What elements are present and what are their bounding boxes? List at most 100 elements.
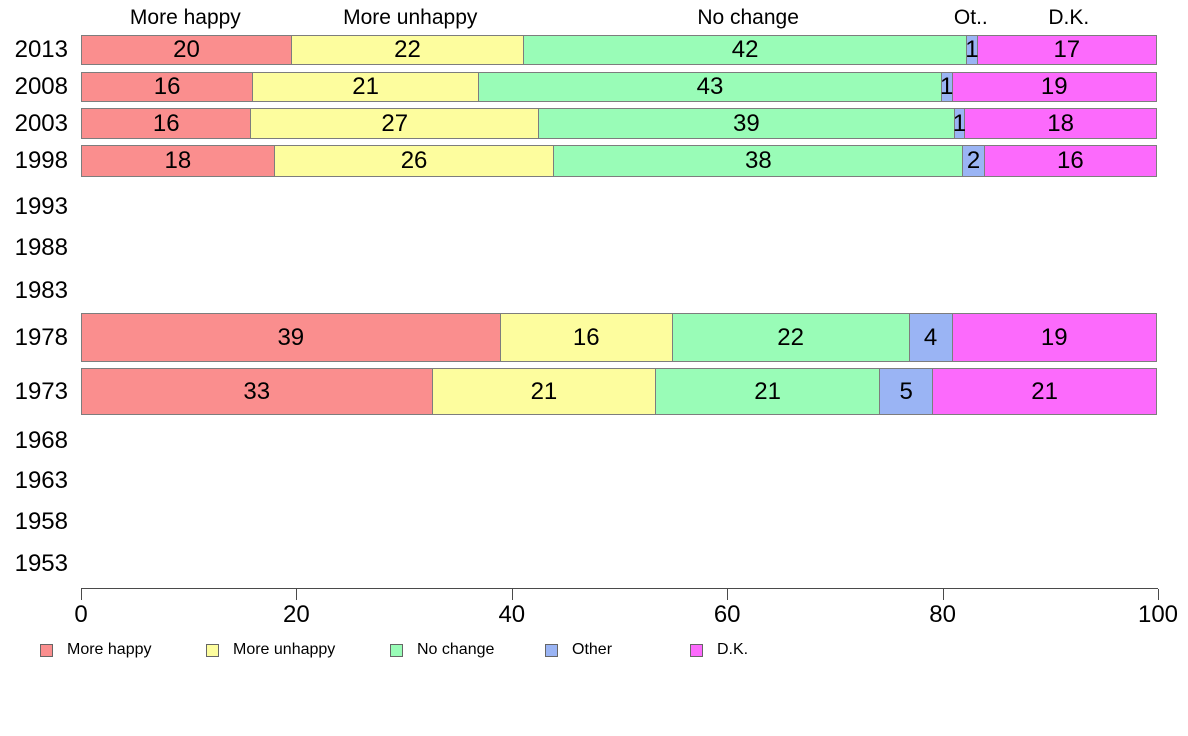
column-header: No change xyxy=(697,6,799,29)
bar-segment-d-k[interactable]: 17 xyxy=(977,35,1157,65)
bar-value-label: 1 xyxy=(965,36,979,63)
legend-item-more-happy[interactable]: More happy xyxy=(40,641,152,659)
bar-segment-no-change[interactable]: 42 xyxy=(524,35,968,65)
bar-segment-d-k[interactable]: 21 xyxy=(933,368,1157,415)
bar-segment-other[interactable]: 5 xyxy=(880,368,934,415)
chart-row: 1953 xyxy=(0,543,1188,584)
x-axis: 0 20 40 60 80 100 xyxy=(74,588,1178,629)
legend-color-swatch xyxy=(40,643,53,657)
bar-segment-other[interactable]: 1 xyxy=(953,108,966,139)
legend-item-more-unhappy[interactable]: More unhappy xyxy=(206,641,335,659)
bar-segment-d-k[interactable]: 18 xyxy=(965,108,1157,139)
column-header: More happy xyxy=(129,6,241,29)
bar-segment-d-k[interactable]: 16 xyxy=(984,145,1157,177)
legend-item-no-change[interactable]: No change xyxy=(390,641,494,659)
axis-tick-label: 60 xyxy=(713,601,741,628)
bar-value-label: 18 xyxy=(1047,109,1074,137)
bar-value-label: 43 xyxy=(696,73,724,100)
bar-value-label: 39 xyxy=(732,109,760,137)
legend-label: More unhappy xyxy=(233,641,336,658)
bar-value-label: 17 xyxy=(1053,36,1081,63)
bar: 16 27 39 1 18 xyxy=(81,108,1157,139)
bar-value-label: 19 xyxy=(1040,323,1068,351)
bar-segment-no-change[interactable]: 39 xyxy=(539,108,955,139)
bar-segment-no-change[interactable]: 21 xyxy=(656,368,880,415)
chart-row: 1983 xyxy=(0,269,1188,313)
bar-value-label: 26 xyxy=(400,147,428,174)
chart-row: 1958 xyxy=(0,501,1188,543)
bar-segment-other[interactable]: 4 xyxy=(909,313,953,362)
year-label: 1978 xyxy=(14,324,68,351)
axis-tick xyxy=(81,589,82,600)
bar-segment-other[interactable]: 1 xyxy=(940,72,953,102)
column-headers: More happy More unhappy No change Ot.. D.K. xyxy=(81,6,1157,32)
bar-segment-more-happy[interactable]: 16 xyxy=(81,108,252,139)
bar-value-label: 27 xyxy=(381,109,409,137)
axis-tick-label: 0 xyxy=(74,601,88,628)
bar-value-label: 38 xyxy=(745,147,772,174)
chart-row: 2013 20 22 42 1 17 xyxy=(0,35,1188,72)
bar-value-label: 21 xyxy=(1031,377,1058,405)
bar-segment-more-happy[interactable]: 16 xyxy=(81,72,254,102)
axis-tick xyxy=(942,589,944,600)
year-label: 1953 xyxy=(14,550,68,577)
bar: 39 16 22 4 19 xyxy=(81,313,1157,362)
chart-row: 2008 16 21 43 1 19 xyxy=(0,72,1188,108)
bar-segment-more-happy[interactable]: 20 xyxy=(81,35,292,65)
column-header: D.K. xyxy=(1048,6,1090,29)
legend-color-swatch xyxy=(545,643,558,657)
bar-segment-more-unhappy[interactable]: 21 xyxy=(432,368,657,415)
bar-value-label: 16 xyxy=(152,109,180,137)
bar-value-label: 19 xyxy=(1040,73,1068,100)
bar-segment-no-change[interactable]: 22 xyxy=(672,313,910,362)
chart-row: 1993 xyxy=(0,186,1188,227)
axis-tick-label: 20 xyxy=(283,601,310,628)
bar-segment-no-change[interactable]: 38 xyxy=(554,145,964,177)
bar-value-label: 22 xyxy=(777,323,804,351)
bar-segment-d-k[interactable]: 19 xyxy=(952,313,1157,362)
bar-segment-no-change[interactable]: 43 xyxy=(479,72,942,102)
bar-segment-more-happy[interactable]: 39 xyxy=(81,313,501,362)
bar-segment-more-unhappy[interactable]: 22 xyxy=(291,35,525,65)
bar-value-label: 18 xyxy=(164,147,192,174)
legend-item-other[interactable]: Other xyxy=(545,641,612,659)
bar-segment-more-happy[interactable]: 18 xyxy=(81,145,275,177)
bar-value-label: 21 xyxy=(530,377,558,405)
bar-value-label: 21 xyxy=(754,377,781,405)
legend-item-d-k[interactable]: D.K. xyxy=(690,641,748,659)
chart-row: 1963 xyxy=(0,461,1188,501)
legend: More happy More unhappy No change Other D.K. xyxy=(0,641,1188,663)
year-label: 1963 xyxy=(14,467,68,494)
chart-row: 1968 xyxy=(0,421,1188,461)
bar-segment-more-unhappy[interactable]: 21 xyxy=(253,72,480,102)
chart-row: 1973 33 21 21 5 21 xyxy=(0,368,1188,421)
bar-segment-more-unhappy[interactable]: 26 xyxy=(274,145,555,177)
legend-color-swatch xyxy=(690,643,703,657)
legend-label: More happy xyxy=(67,641,152,658)
column-header: Ot.. xyxy=(953,6,988,29)
year-label: 1993 xyxy=(14,193,68,220)
bar-value-label: 22 xyxy=(394,36,421,63)
legend-color-swatch xyxy=(390,643,403,657)
axis-tick-label: 100 xyxy=(1137,601,1179,628)
column-header: More unhappy xyxy=(343,6,478,29)
bar-value-label: 5 xyxy=(899,377,913,405)
bar-segment-more-unhappy[interactable]: 16 xyxy=(500,313,673,362)
bar-value-label: 20 xyxy=(173,36,200,63)
bar-segment-other[interactable]: 2 xyxy=(963,145,985,177)
bar-segment-d-k[interactable]: 19 xyxy=(952,72,1157,102)
bar-value-label: 16 xyxy=(1057,147,1084,174)
axis-tick-label: 80 xyxy=(929,601,956,628)
bar-segment-other[interactable]: 1 xyxy=(965,35,979,65)
year-label: 1983 xyxy=(14,277,68,304)
bar-segment-more-happy[interactable]: 33 xyxy=(81,368,433,415)
bar-segment-more-unhappy[interactable]: 27 xyxy=(251,108,540,139)
bar: 16 21 43 1 19 xyxy=(81,72,1157,102)
axis-tick xyxy=(296,589,298,600)
chart-row: 1998 18 26 38 2 16 xyxy=(0,145,1188,186)
year-label: 1973 xyxy=(14,378,68,405)
year-label: 2003 xyxy=(14,110,68,137)
bar: 18 26 38 2 16 xyxy=(81,145,1157,177)
chart-row: 1988 xyxy=(0,227,1188,269)
